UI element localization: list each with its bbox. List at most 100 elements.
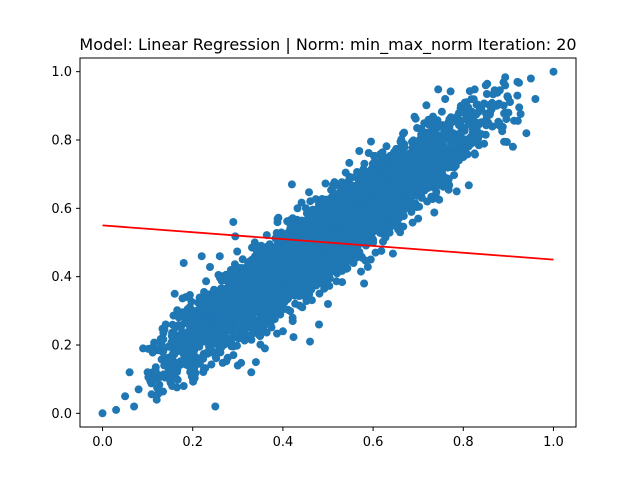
scatter-point [269, 265, 278, 274]
scatter-point [531, 95, 540, 103]
x-tick-label: 0.4 [273, 435, 294, 450]
scatter-point [165, 363, 173, 372]
scatter-point [408, 218, 417, 227]
scatter-point [274, 245, 283, 254]
scatter-point [444, 180, 453, 189]
scatter-point [513, 91, 522, 100]
scatter-point [178, 294, 187, 303]
scatter-point [347, 249, 356, 258]
x-tick-label: 0.6 [363, 435, 384, 450]
scatter-point [303, 227, 312, 236]
scatter-point [316, 239, 325, 248]
scatter-point [330, 178, 339, 187]
scatter-point [260, 246, 269, 255]
scatter-point [172, 340, 180, 349]
scatter-point [356, 169, 365, 178]
scatter-point [405, 149, 414, 158]
scatter-point [310, 230, 319, 239]
scatter-point [388, 156, 397, 165]
scatter-point [472, 125, 481, 134]
scatter-point [179, 382, 188, 390]
scatter-point [312, 223, 321, 232]
scatter-point [219, 317, 228, 326]
scatter-point [258, 271, 267, 280]
scatter-point [147, 390, 156, 399]
scatter-point [369, 152, 378, 160]
scatter-point [422, 101, 431, 110]
scatter-point [315, 320, 323, 329]
scatter-point [168, 382, 177, 390]
scatter-point [319, 253, 328, 262]
scatter-point [161, 320, 170, 329]
scatter-point [447, 142, 456, 150]
scatter-point [370, 174, 379, 183]
scatter-point [440, 162, 449, 171]
scatter-point [301, 272, 309, 281]
scatter-point [170, 347, 179, 356]
scatter-point [297, 198, 306, 207]
scatter-point [323, 231, 332, 240]
scatter-point [375, 224, 384, 233]
scatter-point [130, 402, 139, 411]
scatter-point [513, 77, 522, 86]
scatter-point [340, 200, 349, 209]
scatter-point [156, 335, 165, 344]
scatter-point [238, 271, 247, 280]
scatter-point [293, 218, 302, 227]
scatter-point [171, 323, 180, 332]
scatter-point [112, 405, 121, 414]
scatter-point [436, 156, 445, 165]
scatter-point [452, 187, 461, 196]
axes-frame [79, 57, 577, 428]
scatter-point [414, 147, 423, 156]
scatter-point [414, 214, 423, 223]
scatter-point [508, 142, 517, 151]
scatter-point [392, 196, 401, 205]
scatter-point [179, 350, 188, 359]
scatter-point [243, 317, 252, 326]
scatter-point [464, 181, 473, 190]
scatter-point [193, 359, 202, 368]
scatter-point [430, 208, 439, 217]
scatter-point [134, 385, 143, 394]
scatter-point [270, 254, 279, 263]
scatter-point [314, 257, 322, 266]
scatter-point [468, 112, 477, 121]
scatter-point [477, 101, 486, 110]
scatter-point [206, 263, 214, 271]
scatter-point [393, 179, 402, 187]
scatter-point [211, 402, 220, 411]
scatter-point [377, 246, 386, 255]
scatter-point [425, 120, 434, 129]
scatter-point [339, 232, 348, 241]
scatter-point [190, 335, 199, 344]
scatter-point [407, 188, 416, 197]
scatter-point [363, 222, 372, 231]
scatter-point [355, 147, 364, 155]
scatter-point [207, 334, 216, 342]
scatter-point [185, 291, 194, 299]
scatter-point [392, 188, 400, 197]
scatter-point [336, 187, 345, 196]
scatter-point [321, 217, 330, 225]
scatter-point [98, 409, 107, 418]
scatter-point [432, 188, 441, 196]
scatter-point [441, 95, 450, 103]
scatter-point [314, 200, 323, 209]
scatter-point [187, 361, 196, 370]
scatter-point [412, 155, 421, 164]
scatter-point [358, 212, 367, 221]
scatter-point [401, 162, 410, 171]
scatter-point [211, 295, 219, 303]
scatter-point [407, 176, 416, 185]
scatter-point [251, 260, 260, 269]
scatter-point [342, 190, 351, 199]
scatter-point [446, 87, 455, 96]
scatter-point [121, 392, 130, 401]
scatter-point [266, 319, 275, 328]
regression-line-layer [102, 224, 554, 261]
scatter-point [309, 211, 318, 220]
scatter-point [417, 164, 426, 173]
scatter-point [482, 90, 491, 98]
scatter-point [200, 300, 209, 309]
